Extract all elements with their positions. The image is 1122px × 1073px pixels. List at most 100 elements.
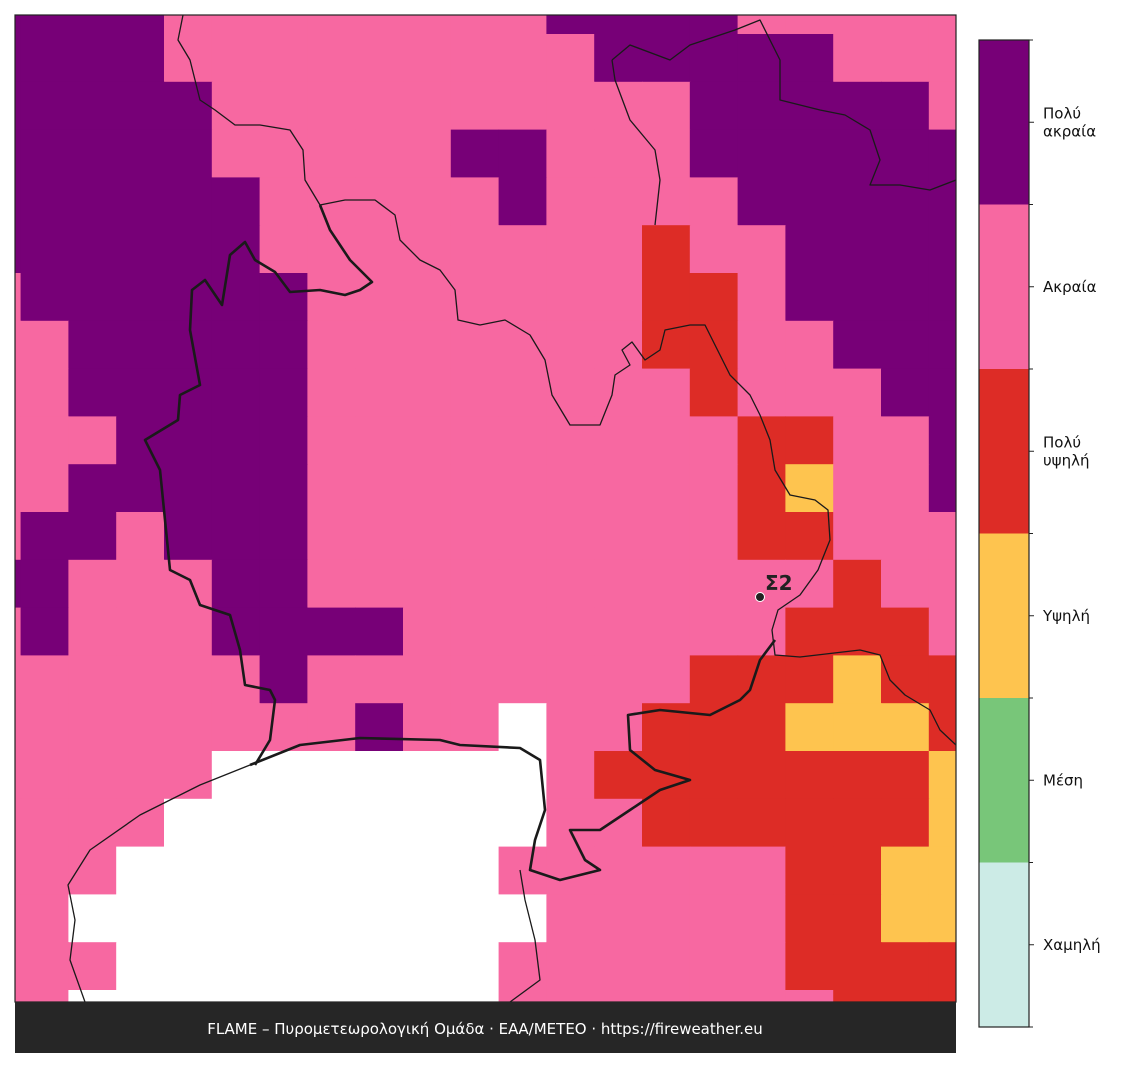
danger-cell: [403, 798, 452, 848]
danger-cell: [20, 34, 70, 83]
danger-cell: [116, 320, 165, 370]
danger-cell: [833, 512, 882, 561]
danger-cell: [68, 177, 117, 226]
danger-cell: [403, 368, 452, 417]
danger-cell: [164, 225, 213, 274]
danger-cell: [355, 559, 404, 609]
danger-cell: [785, 273, 834, 322]
danger-cell: [403, 607, 452, 656]
danger-cell: [737, 273, 786, 322]
danger-cell: [307, 607, 356, 656]
danger-cell: [594, 703, 643, 752]
danger-cell: [881, 273, 930, 322]
danger-cell: [355, 607, 404, 656]
danger-cell: [307, 464, 356, 513]
danger-cell: [20, 703, 70, 752]
danger-cell: [881, 846, 930, 895]
danger-cell: [546, 320, 595, 370]
danger-cell: [785, 607, 834, 656]
danger-cell: [833, 990, 882, 1002]
danger-cell: [642, 225, 691, 274]
danger-cell: [116, 177, 165, 226]
danger-cell: [833, 894, 882, 943]
danger-cell: [211, 368, 261, 417]
danger-cell: [116, 416, 165, 465]
danger-cell: [881, 34, 930, 83]
danger-cell: [928, 225, 956, 274]
danger-cell: [307, 512, 356, 561]
danger-cell: [211, 751, 261, 800]
danger-cell: [785, 894, 834, 943]
danger-cell: [785, 15, 834, 35]
danger-cell: [450, 751, 500, 800]
danger-cell: [403, 942, 452, 991]
danger-cell: [164, 81, 213, 131]
danger-cell: [20, 607, 70, 656]
danger-cell: [833, 703, 882, 752]
danger-cell: [116, 942, 165, 991]
danger-cell: [116, 655, 165, 704]
danger-cell: [833, 607, 882, 656]
danger-cell: [307, 751, 356, 800]
danger-cell: [15, 81, 22, 131]
danger-cell: [164, 559, 213, 609]
danger-cell: [15, 559, 22, 609]
danger-cell: [15, 607, 22, 656]
danger-cell: [211, 990, 261, 1002]
danger-cell: [594, 942, 643, 991]
danger-cell: [211, 703, 261, 752]
danger-cell: [15, 15, 22, 35]
danger-cell: [259, 368, 308, 417]
footer-bar: [15, 1002, 956, 1053]
danger-cell: [881, 798, 930, 848]
danger-cell: [928, 177, 956, 226]
danger-cell: [594, 34, 643, 83]
danger-cell: [928, 368, 956, 417]
danger-cell: [498, 177, 547, 226]
danger-cell: [928, 34, 956, 83]
danger-cell: [15, 846, 22, 895]
danger-cell: [546, 464, 595, 513]
legend-label: Ακραία: [1043, 278, 1097, 296]
danger-cell: [403, 320, 452, 370]
danger-cell: [689, 559, 739, 609]
danger-cell: [928, 273, 956, 322]
danger-cell: [689, 846, 739, 895]
danger-cell: [15, 894, 22, 943]
danger-cell: [164, 368, 213, 417]
danger-cell: [785, 512, 834, 561]
danger-cell: [259, 655, 308, 704]
danger-cell: [116, 273, 165, 322]
danger-cell: [259, 846, 308, 895]
danger-cell: [642, 416, 691, 465]
danger-cell: [737, 846, 786, 895]
danger-cell: [928, 655, 956, 704]
danger-cell: [68, 703, 117, 752]
danger-cell: [833, 129, 882, 178]
danger-cell: [498, 416, 547, 465]
footer-text: FLAME – Πυρομετεωρολογική Ομάδα · ΕΑΑ/ME…: [207, 1020, 763, 1038]
danger-cell: [403, 416, 452, 465]
danger-cell: [498, 990, 547, 1002]
danger-cell: [307, 655, 356, 704]
danger-cell: [259, 15, 308, 35]
danger-cell: [689, 464, 739, 513]
danger-cell: [546, 512, 595, 561]
danger-cell: [881, 416, 930, 465]
danger-cell: [68, 559, 117, 609]
danger-cell: [642, 129, 691, 178]
danger-cell: [20, 464, 70, 513]
danger-cell: [403, 894, 452, 943]
danger-cell: [594, 225, 643, 274]
danger-cell: [211, 177, 261, 226]
danger-cell: [211, 34, 261, 83]
danger-cell: [450, 368, 500, 417]
danger-cell: [546, 942, 595, 991]
danger-cell: [15, 34, 22, 83]
danger-cell: [450, 34, 500, 83]
danger-cell: [928, 81, 956, 131]
danger-cell: [450, 512, 500, 561]
danger-cell: [642, 81, 691, 131]
danger-cell: [355, 129, 404, 178]
